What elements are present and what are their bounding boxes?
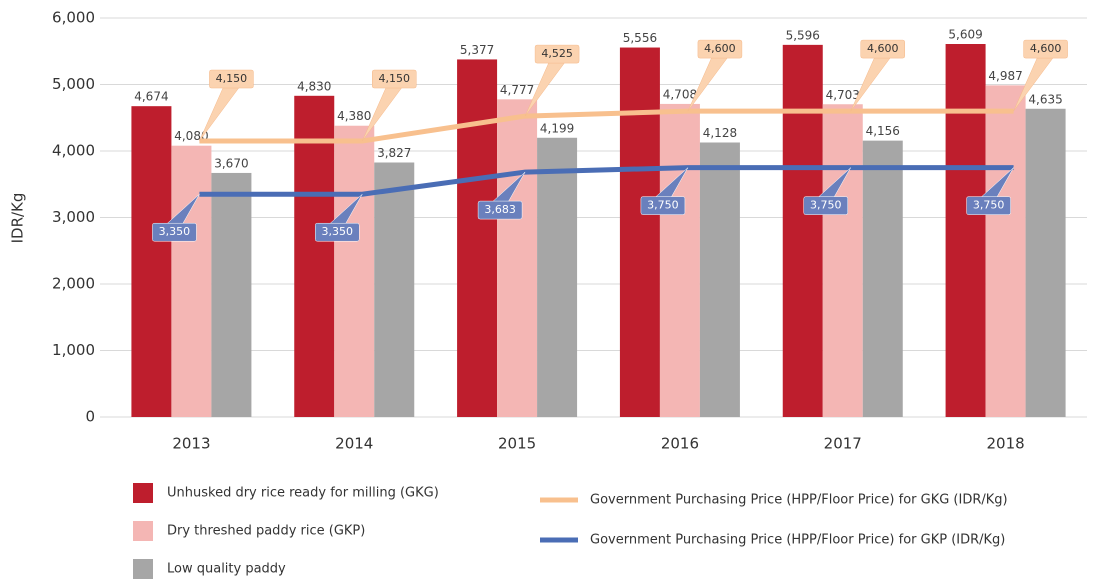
callout-box xyxy=(1023,39,1068,59)
line-value-label: 3,750 xyxy=(810,199,842,212)
bar-value-label: 4,830 xyxy=(297,79,331,93)
bar xyxy=(374,162,415,417)
bar xyxy=(334,125,375,417)
callout-box xyxy=(803,196,848,215)
bar-value-label: 4,708 xyxy=(663,87,697,101)
bar xyxy=(131,106,172,417)
callout-box xyxy=(640,196,686,215)
callout-box xyxy=(534,44,580,64)
line xyxy=(199,108,1014,144)
line-value-label: 4,600 xyxy=(867,42,899,55)
line xyxy=(199,165,1014,197)
legend-swatch xyxy=(133,559,153,579)
bar xyxy=(1025,108,1066,418)
line-value-label: 4,600 xyxy=(1030,42,1062,55)
bar-value-label: 4,674 xyxy=(134,90,168,104)
x-tick-label: 2013 xyxy=(172,435,210,453)
legend-swatch xyxy=(133,483,153,503)
line-value-label: 3,750 xyxy=(647,199,679,212)
bar xyxy=(619,47,660,417)
callout-box xyxy=(315,222,360,242)
bar xyxy=(294,95,335,418)
x-tick-label: 2017 xyxy=(824,435,862,453)
callout-box xyxy=(697,39,743,59)
bar-value-label: 4,199 xyxy=(540,121,574,135)
legend-label: Unhusked dry rice ready for milling (GKG… xyxy=(167,486,439,501)
bar-value-label: 3,670 xyxy=(214,156,248,170)
bar xyxy=(659,103,700,417)
bar-value-label: 4,703 xyxy=(826,88,860,102)
y-axis-label: IDR/Kg xyxy=(9,193,27,244)
line-value-label: 3,683 xyxy=(484,203,516,216)
bar-value-label: 5,596 xyxy=(786,28,820,42)
bar xyxy=(862,140,903,417)
bar-value-label: 4,156 xyxy=(866,124,900,138)
bar-value-label: 3,827 xyxy=(377,146,411,160)
legend-swatch xyxy=(133,521,153,541)
callout-box xyxy=(477,200,523,220)
bar-value-label: 5,377 xyxy=(460,43,494,57)
x-tick-label: 2015 xyxy=(498,435,536,453)
bar xyxy=(497,99,538,417)
y-tick-label: 4,000 xyxy=(52,142,95,160)
bar xyxy=(537,137,578,418)
x-tick-label: 2018 xyxy=(986,435,1024,453)
line-value-label: 4,525 xyxy=(541,47,573,60)
bar xyxy=(782,44,823,418)
legend-label: Dry threshed paddy rice (GKP) xyxy=(167,524,365,539)
callout-box xyxy=(860,39,905,59)
bar-value-label: 5,556 xyxy=(623,31,657,45)
line-value-label: 4,150 xyxy=(379,72,411,85)
callout-box xyxy=(966,196,1011,215)
bar xyxy=(171,145,212,417)
bar-value-label: 4,128 xyxy=(703,126,737,140)
x-tick-label: 2016 xyxy=(661,435,699,453)
bar-value-label: 4,635 xyxy=(1028,92,1062,106)
callout-pointer xyxy=(199,86,240,142)
y-tick-label: 1,000 xyxy=(52,341,95,359)
bar-value-label: 4,987 xyxy=(988,69,1022,83)
bar xyxy=(945,44,986,418)
line-value-label: 4,600 xyxy=(704,42,736,55)
bar-value-label: 5,609 xyxy=(948,28,982,42)
callout-box xyxy=(372,69,417,89)
legend-label: Low quality paddy xyxy=(167,562,286,577)
bar xyxy=(211,172,252,417)
y-tick-label: 5,000 xyxy=(52,75,95,93)
y-tick-label: 3,000 xyxy=(52,208,95,226)
callout-box xyxy=(152,222,197,242)
y-tick-label: 0 xyxy=(85,408,95,426)
callout-box xyxy=(209,69,254,89)
line-value-label: 4,150 xyxy=(216,72,248,85)
bar xyxy=(822,104,863,418)
x-tick-label: 2014 xyxy=(335,435,373,453)
line-value-label: 3,350 xyxy=(322,225,354,238)
line-value-label: 3,350 xyxy=(159,225,191,238)
legend-label: Government Purchasing Price (HPP/Floor P… xyxy=(590,493,1008,508)
bar xyxy=(985,85,1026,417)
y-tick-label: 2,000 xyxy=(52,275,95,293)
y-tick-label: 6,000 xyxy=(52,9,95,27)
line-value-label: 3,750 xyxy=(973,199,1005,212)
legend-label: Government Purchasing Price (HPP/Floor P… xyxy=(590,533,1005,548)
bar xyxy=(699,142,740,417)
bar-value-label: 4,777 xyxy=(500,83,534,97)
bar-value-label: 4,380 xyxy=(337,109,371,123)
bar xyxy=(457,59,498,417)
